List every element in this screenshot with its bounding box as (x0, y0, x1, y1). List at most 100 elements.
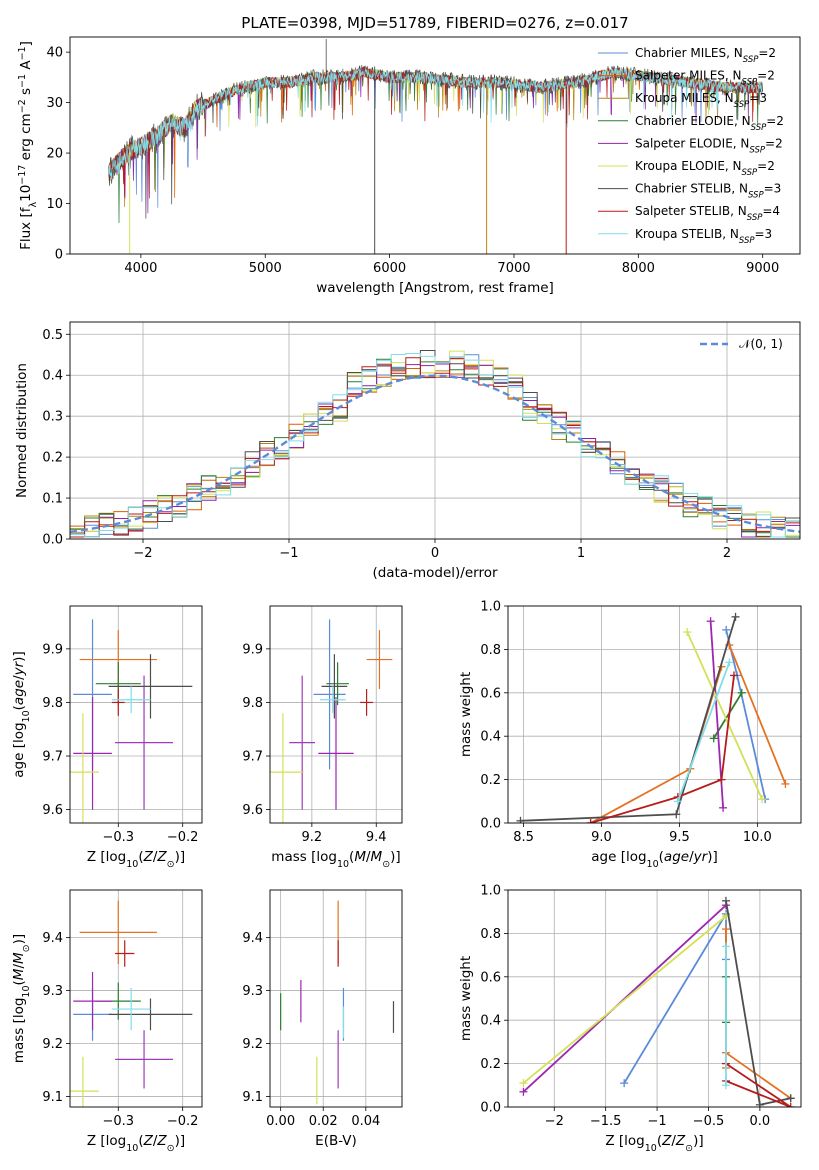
y-tick-label: 9.6 (242, 803, 263, 818)
label-part: )] (390, 849, 401, 865)
label-italic: age (11, 680, 27, 705)
y-axis-label: Flux [fλ10−17 erg cm−2 s−1 A−1] (17, 41, 39, 250)
legend-subscript: SSP (742, 168, 758, 178)
y-tick-label: 9.9 (42, 642, 63, 657)
weight-line (725, 1052, 792, 1100)
mass-vs-metallicity-panel: −0.3 −0.29.19.29.39.4Z [log10(Z/Z⊙)]mass … (11, 889, 203, 1154)
y-tick-label: 9.6 (42, 803, 63, 818)
x-tick-label: 8000 (622, 261, 655, 276)
x-tick-label: −1 (279, 546, 298, 561)
label-part: mass [log (11, 998, 27, 1064)
y-tick-label: 1.0 (480, 600, 501, 615)
y-axis-label: Normed distribution (14, 363, 30, 498)
weight-line (725, 1062, 792, 1107)
label-part: )] (175, 849, 186, 865)
axes-frame (507, 889, 802, 1108)
x-tick-label: −2 (545, 1114, 564, 1129)
y-tick-label: 40 (46, 46, 63, 61)
label-part: )] (175, 1133, 186, 1149)
y-tick-label: 9.1 (242, 1090, 263, 1105)
figure-title: PLATE=0398, MJD=51789, FIBERID=0276, z=0… (241, 14, 628, 32)
legend-text: Salpeter MILES, N (635, 69, 742, 83)
axes-frame (69, 36, 801, 255)
legend-text: Kroupa MILES, N (635, 91, 734, 105)
label-italic: Z (143, 1133, 154, 1149)
legend-text: Salpeter STELIB, N (635, 204, 747, 218)
legend-text: =2 (757, 69, 775, 83)
y-tick-label: 9.8 (242, 696, 263, 711)
label-italic: M (11, 968, 27, 980)
legend-subscript: SSP (749, 145, 765, 155)
spectrum-line (108, 67, 764, 198)
label-part: / (11, 964, 27, 969)
y-tick-label: 0 (55, 248, 63, 263)
x-axis-label: mass [log10(M/M⊙)] (271, 849, 400, 870)
label-italic: age (664, 849, 689, 865)
label-part: age [log (11, 722, 27, 777)
label-subscript: λ (28, 202, 39, 208)
label-subscript: ⊙ (685, 1143, 693, 1154)
weight-vs-age-panel: 8.5 9.0 9.5 10.0 0.0 0.2 0.4 0.6 0.8 1.0 mass weig… (458, 600, 802, 870)
plot-area (519, 896, 795, 1107)
label-part: ( (138, 849, 143, 865)
y-tick-label: 9.2 (242, 1037, 263, 1052)
weight-line (522, 915, 727, 1084)
legend-text: =4 (762, 204, 780, 218)
legend-label: Kroupa MILES, NSSP=3 (635, 91, 767, 110)
legend-label: Chabrier ELODIE, NSSP=2 (635, 114, 784, 133)
legend-text: =2 (766, 114, 784, 128)
weight-line (725, 900, 791, 1106)
label-part: )] (11, 651, 27, 662)
label-subscript: ⊙ (167, 859, 175, 870)
label-part: / (366, 849, 371, 865)
x-axis-label: wavelength [Angstrom, rest frame] (316, 280, 554, 296)
label-italic: M (354, 849, 366, 865)
y-tick-label: 0.0 (42, 533, 63, 548)
legend-text: Salpeter ELODIE, N (635, 136, 749, 150)
label-italic: Z (156, 1133, 167, 1149)
y-tick-label: 0.2 (480, 773, 501, 788)
label-part: s (18, 88, 34, 99)
x-tick-label: 9.4 (366, 830, 387, 845)
weight-line (725, 629, 767, 800)
legend-text: Chabrier MILES, N (635, 46, 743, 60)
x-tick-label: 5000 (249, 261, 282, 276)
label-superscript: −1 (17, 74, 28, 88)
legend-label: Kroupa STELIB, NSSP=3 (635, 227, 772, 246)
y-tick-label: 0.6 (480, 686, 501, 701)
y-axis-label: mass weight (458, 956, 474, 1041)
normal-curve (70, 374, 800, 533)
label-part: Z [log (605, 1133, 644, 1149)
x-tick-label: 0.04 (351, 1114, 380, 1129)
label-subscript: 10 (126, 1143, 138, 1154)
x-tick-label: 9000 (746, 261, 779, 276)
label-subscript: ⊙ (167, 1143, 175, 1154)
y-tick-label: 9.8 (42, 696, 63, 711)
legend-subscript: SSP (739, 236, 755, 246)
label-italic: M (371, 849, 383, 865)
x-axis-label: Z [log10(Z/Z⊙)] (605, 1133, 703, 1154)
legend: Chabrier MILES, N SSP =2 Salpeter MILES, N S… (598, 46, 784, 246)
legend-text: Kroupa STELIB, N (635, 227, 739, 241)
label-part: ( (349, 849, 354, 865)
y-tick-label: 0.0 (480, 1101, 501, 1116)
label-part: )] (693, 1133, 704, 1149)
grid (70, 606, 202, 823)
y-tick-label: 0.6 (480, 970, 501, 985)
legend-text: =2 (758, 46, 776, 60)
weight-line (590, 666, 723, 823)
x-axis-label: Z [log10(Z/Z⊙)] (87, 1133, 185, 1154)
plot-area (70, 350, 800, 538)
axes-frame (69, 889, 203, 1108)
weight-line (623, 910, 727, 1084)
mass-vs-ebv-panel: 0.00 0.02 0.04 9.1 9.2 9.3 9.4 E(B-V) (242, 889, 403, 1149)
label-part: ( (11, 980, 27, 985)
spectrum-line (108, 66, 764, 180)
label-part: ( (657, 1133, 662, 1149)
histogram-series (70, 350, 800, 536)
label-part: mass [log (271, 849, 337, 865)
label-superscript: −17 (17, 165, 28, 185)
y-tick-label: 30 (46, 96, 63, 111)
plot-area (70, 619, 193, 823)
x-tick-label: −0.3 (103, 1114, 135, 1129)
